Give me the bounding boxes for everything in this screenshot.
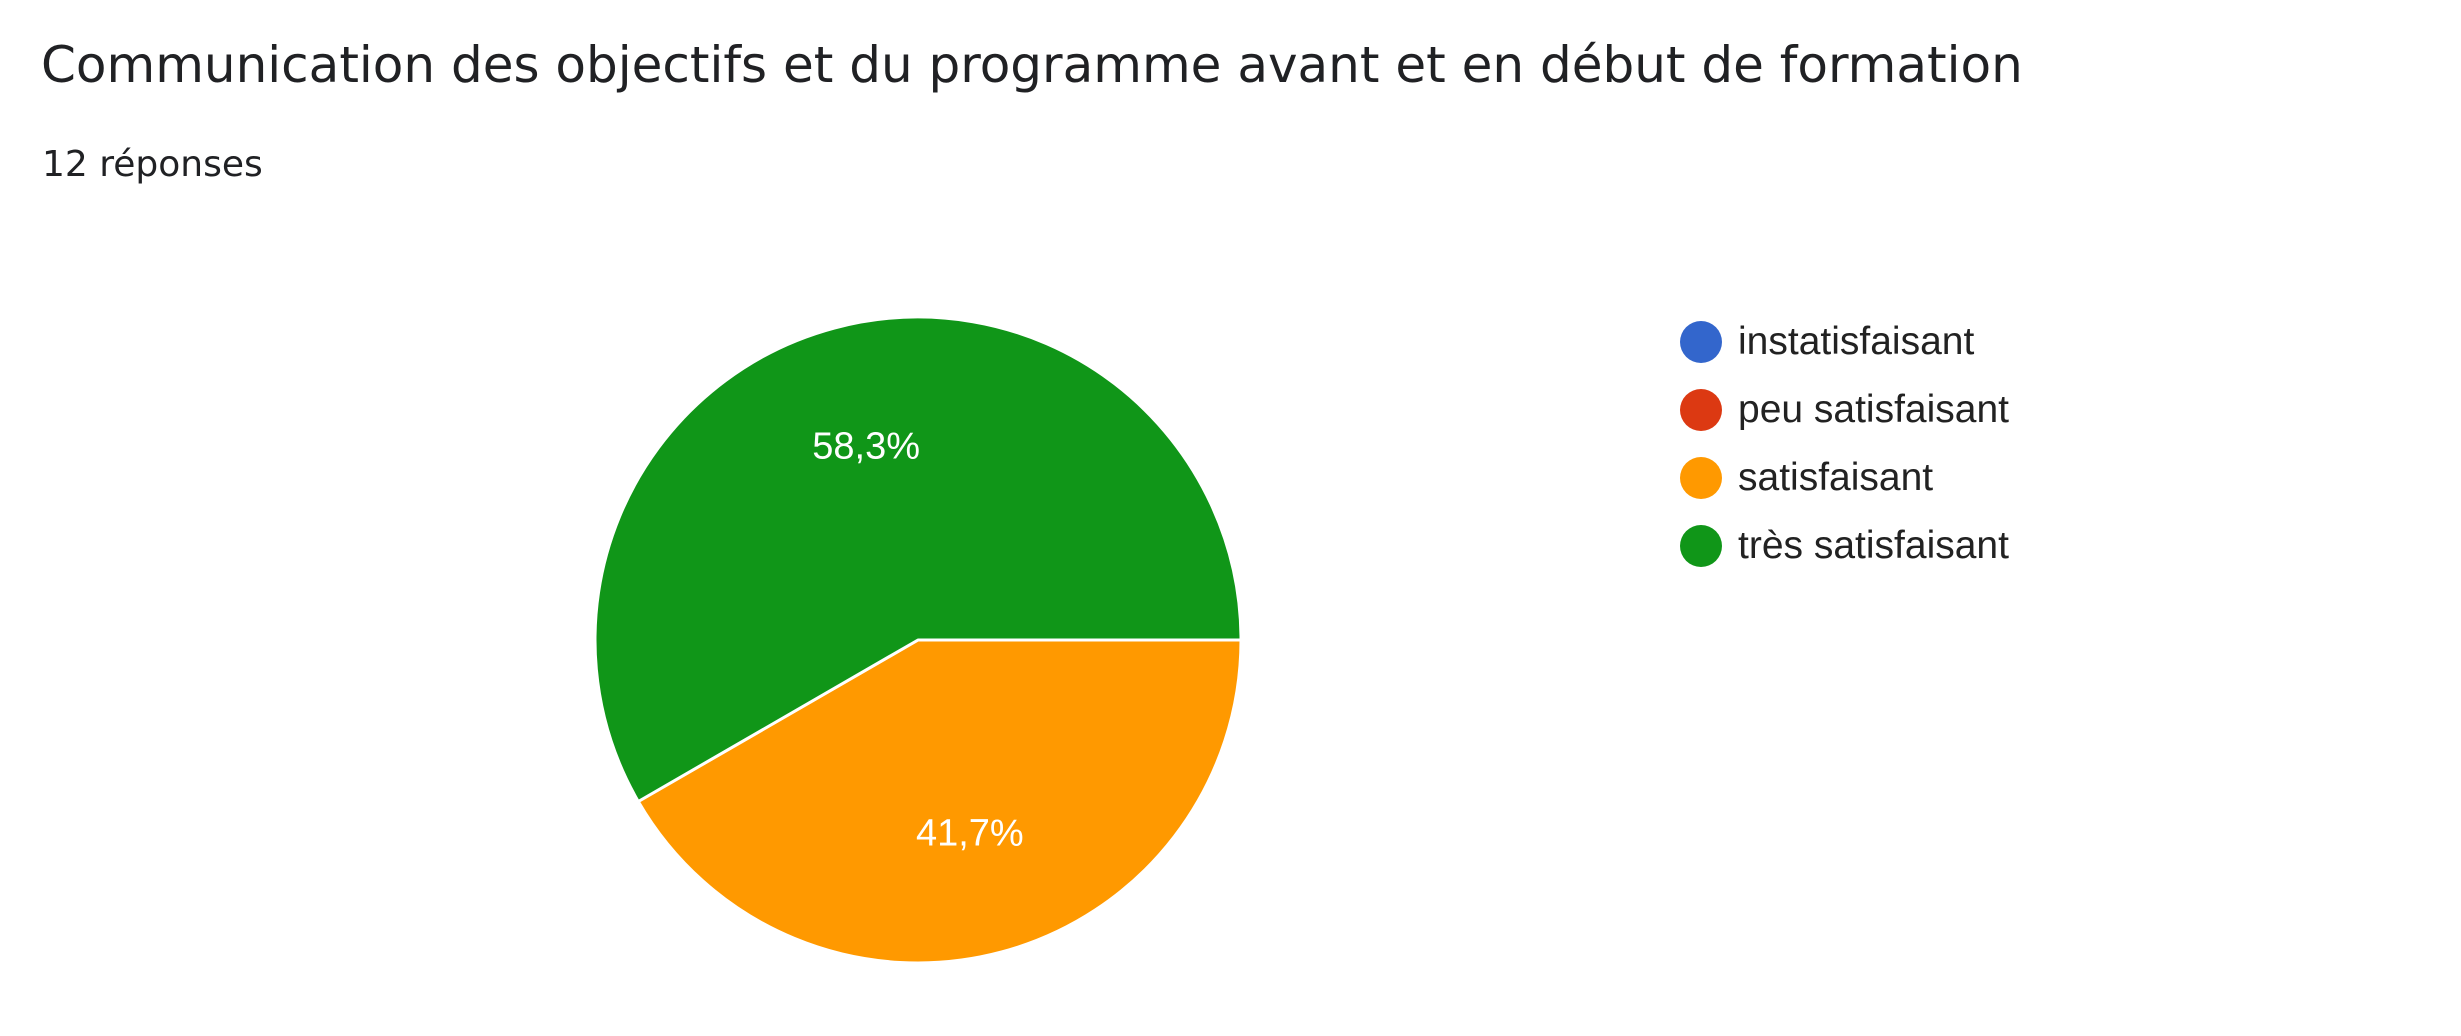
legend-label: très satisfaisant	[1738, 524, 2009, 567]
response-count: 12 réponses	[42, 144, 263, 185]
pie-slice-satisfaisant[interactable]	[636, 638, 1243, 965]
legend-item-satisfaisant[interactable]: satisfaisant	[1680, 444, 2009, 512]
legend-swatch-icon	[1680, 389, 1722, 431]
slice-label-satisfaisant: 41,7%	[916, 812, 1024, 854]
chart-legend: instatisfaisant peu satisfaisant satisfais…	[1680, 308, 2009, 580]
legend-item-peu-satisfaisant[interactable]: peu satisfaisant	[1680, 376, 2009, 444]
pie-chart: 41,7% 58,3%	[593, 315, 1243, 965]
legend-label: instatisfaisant	[1738, 320, 1975, 363]
pie-slice-tres-satisfaisant[interactable]	[593, 315, 1243, 803]
slice-label-tres-satisfaisant: 58,3%	[812, 426, 920, 468]
legend-item-instatisfaisant[interactable]: instatisfaisant	[1680, 308, 2009, 376]
legend-swatch-icon	[1680, 321, 1722, 363]
legend-label: satisfaisant	[1738, 456, 1934, 499]
legend-item-tres-satisfaisant[interactable]: très satisfaisant	[1680, 512, 2009, 580]
legend-swatch-icon	[1680, 457, 1722, 499]
legend-label: peu satisfaisant	[1738, 388, 2010, 431]
chart-title: Communication des objectifs et du progra…	[41, 36, 2023, 94]
legend-swatch-icon	[1680, 525, 1722, 567]
